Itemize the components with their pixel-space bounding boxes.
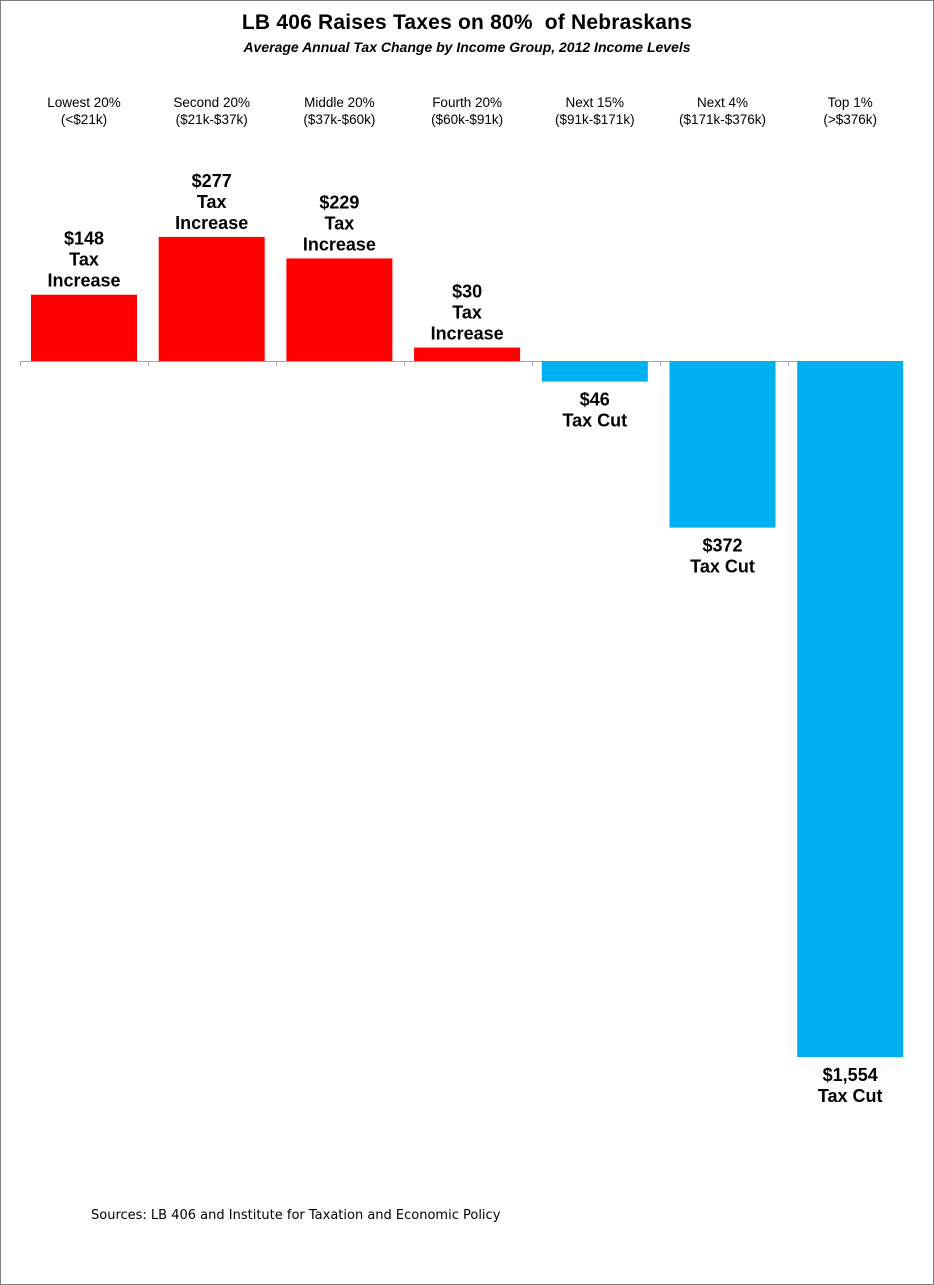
chart-title: LB 406 Raises Taxes on 80% of Nebraskans — [241, 11, 693, 34]
bar-7 — [797, 361, 904, 1058]
data-label: $30 Tax Increase — [431, 282, 504, 344]
bar-6 — [669, 361, 776, 528]
category-label: Next 4% ($171k-$376k) — [679, 95, 766, 127]
category-label: Middle 20% ($37k-$60k) — [303, 95, 375, 127]
data-label: $277 Tax Increase — [175, 171, 248, 233]
category-label: Fourth 20% ($60k-$91k) — [431, 95, 503, 127]
category-label: Top 1% (>$376k) — [823, 95, 877, 127]
category-label: Next 15% ($91k-$171k) — [555, 95, 635, 127]
category-label: Lowest 20% (<$21k) — [47, 95, 121, 127]
source-note: Sources: LB 406 and Institute for Taxati… — [91, 1208, 501, 1223]
data-label: $372 Tax Cut — [690, 536, 755, 577]
data-label: $1,554 Tax Cut — [818, 1065, 883, 1106]
data-label: $46 Tax Cut — [562, 390, 627, 431]
bar-2 — [158, 236, 265, 361]
data-label: $229 Tax Increase — [303, 192, 376, 254]
bar-3 — [286, 258, 393, 361]
chart-subtitle: Average Annual Tax Change by Income Grou… — [243, 39, 691, 55]
bar-1 — [31, 294, 137, 361]
bar-5 — [541, 361, 648, 382]
bar-4 — [414, 347, 521, 361]
category-label: Second 20% ($21k-$37k) — [173, 95, 250, 127]
data-label: $148 Tax Increase — [47, 229, 120, 291]
